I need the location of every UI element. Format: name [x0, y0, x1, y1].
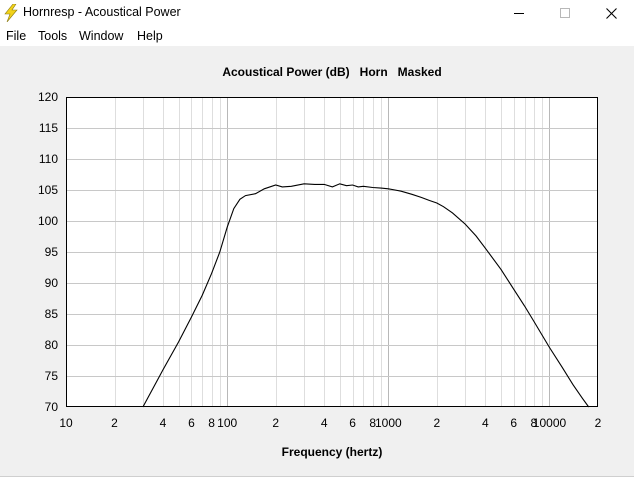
- minimize-icon: [514, 13, 524, 14]
- y-tick-label: 95: [45, 245, 59, 259]
- y-tick-label: 110: [39, 152, 58, 166]
- plot-frame: [66, 97, 598, 407]
- menu-window[interactable]: Window: [79, 29, 124, 43]
- y-tick-label: 120: [38, 90, 58, 104]
- y-tick-label: 80: [45, 338, 59, 352]
- menu-help[interactable]: Help: [137, 29, 163, 43]
- x-tick-label: 2: [272, 416, 279, 430]
- y-tick-label: 100: [38, 214, 58, 228]
- close-button[interactable]: [588, 0, 634, 26]
- minimize-button[interactable]: [496, 0, 542, 26]
- x-tick-label: 8: [208, 416, 215, 430]
- x-tick-label: 8: [531, 416, 538, 430]
- x-tick-label: 1000: [375, 416, 402, 430]
- x-tick-label: 4: [321, 416, 328, 430]
- y-tick-labels: 120 115 110 105 100 95 90 85 80 75 70: [38, 90, 58, 414]
- x-tick-label: 2: [433, 416, 440, 430]
- x-tick-label: 2: [595, 416, 602, 430]
- x-tick-label: 10000: [533, 416, 567, 430]
- maximize-button[interactable]: [542, 0, 588, 26]
- maximize-icon: [560, 8, 570, 18]
- series-line: [142, 183, 590, 408]
- x-tick-label: 2: [111, 416, 118, 430]
- y-tick-label: 70: [45, 400, 59, 414]
- close-icon: [605, 7, 617, 19]
- chart-title: Acoustical Power (dB) Horn Masked: [222, 65, 441, 79]
- x-tick-label: 4: [482, 416, 489, 430]
- y-tick-label: 90: [45, 276, 59, 290]
- y-tick-label: 75: [45, 369, 59, 383]
- grid-lines: [66, 97, 598, 407]
- x-tick-label: 10: [59, 416, 73, 430]
- x-tick-label: 6: [510, 416, 517, 430]
- window-title: Hornresp - Acoustical Power: [23, 5, 181, 19]
- y-tick-label: 115: [39, 121, 58, 135]
- menu-bar: File Tools Window Help: [0, 26, 634, 46]
- lightning-bolt-icon: [4, 4, 18, 22]
- y-tick-label: 105: [38, 183, 58, 197]
- x-tick-label: 4: [160, 416, 167, 430]
- x-tick-label: 6: [349, 416, 356, 430]
- menu-file[interactable]: File: [6, 29, 27, 43]
- y-tick-label: 85: [45, 307, 59, 321]
- x-tick-label: 8: [369, 416, 376, 430]
- x-tick-label: 100: [217, 416, 237, 430]
- x-tick-label: 6: [188, 416, 195, 430]
- x-axis-label: Frequency (hertz): [282, 445, 383, 459]
- title-bar: Hornresp - Acoustical Power: [0, 0, 634, 26]
- menu-tools[interactable]: Tools: [38, 29, 68, 43]
- bottom-strip: [0, 476, 634, 481]
